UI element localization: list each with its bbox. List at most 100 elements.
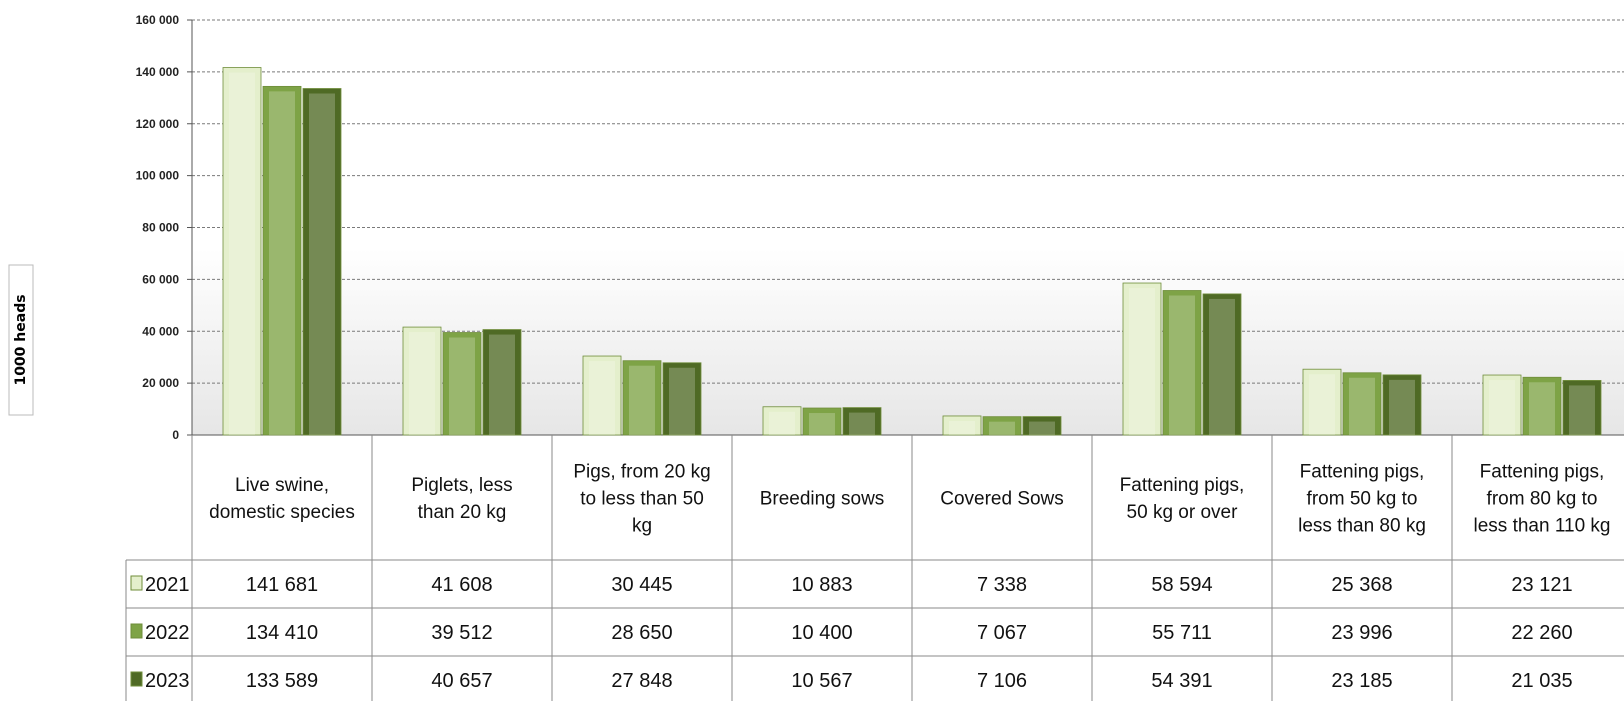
bar bbox=[662, 362, 702, 436]
bar-highlight bbox=[1489, 380, 1515, 435]
bar-highlight bbox=[1349, 377, 1375, 435]
bar bbox=[402, 326, 442, 436]
bar-body bbox=[982, 416, 1022, 436]
bar-highlight bbox=[229, 72, 255, 436]
data-label: 22 260 bbox=[1511, 622, 1572, 644]
data-label: 23 996 bbox=[1331, 622, 1392, 644]
data-label: 133 589 bbox=[246, 670, 318, 692]
bar-body bbox=[1022, 416, 1062, 436]
y-tick-label: 40 000 bbox=[142, 324, 179, 338]
data-label: 40 657 bbox=[431, 670, 492, 692]
data-label: 10 883 bbox=[791, 574, 852, 596]
data-label: 55 711 bbox=[1152, 622, 1212, 644]
legend-swatch bbox=[130, 575, 143, 591]
bar-highlight bbox=[989, 421, 1015, 435]
bar-highlight bbox=[1389, 379, 1415, 435]
bar-body bbox=[1482, 374, 1522, 436]
bar-body bbox=[442, 332, 482, 436]
bar-highlight bbox=[1129, 288, 1155, 435]
bar bbox=[1122, 282, 1162, 436]
data-label: 7 338 bbox=[977, 574, 1027, 596]
bar bbox=[1022, 416, 1062, 436]
y-tick-label: 100 000 bbox=[136, 169, 180, 183]
bar bbox=[622, 360, 662, 436]
bar-body bbox=[222, 67, 262, 436]
data-label: 7 067 bbox=[977, 622, 1027, 644]
bar-highlight bbox=[949, 420, 975, 435]
y-tick-label: 140 000 bbox=[136, 65, 180, 79]
bar-highlight bbox=[669, 367, 695, 435]
bar bbox=[262, 85, 302, 436]
bar-highlight bbox=[1569, 385, 1595, 435]
x-tick-label: Covered Sows bbox=[940, 489, 1064, 510]
legend-swatch bbox=[130, 623, 143, 639]
data-label: 10 400 bbox=[791, 622, 852, 644]
y-axis-title: 1000 heads bbox=[8, 264, 34, 416]
data-label: 41 608 bbox=[431, 574, 492, 596]
bar-body bbox=[1342, 372, 1382, 436]
data-label: 7 106 bbox=[977, 670, 1027, 692]
legend-label: 2021 bbox=[145, 574, 190, 596]
bar-body bbox=[1202, 293, 1242, 436]
bar-highlight bbox=[309, 93, 335, 435]
data-label: 134 410 bbox=[246, 622, 318, 644]
data-label: 58 594 bbox=[1151, 574, 1212, 596]
bar bbox=[802, 407, 842, 436]
data-table: Live swine, domestic species Piglets, less… bbox=[125, 435, 1624, 701]
bar-body bbox=[942, 415, 982, 436]
bar bbox=[1482, 374, 1522, 436]
bar-highlight bbox=[1529, 382, 1555, 435]
bar bbox=[1302, 368, 1342, 436]
data-label: 21 035 bbox=[1511, 670, 1572, 692]
bar-highlight bbox=[849, 412, 875, 435]
bar bbox=[1342, 372, 1382, 436]
bar-body bbox=[1162, 290, 1202, 436]
data-label: 23 185 bbox=[1331, 670, 1392, 692]
legend-label: 2023 bbox=[145, 670, 190, 692]
y-tick-label: 20 000 bbox=[142, 376, 179, 390]
y-tick-label: 160 000 bbox=[136, 13, 180, 27]
x-tick-label: Breeding sows bbox=[760, 489, 885, 510]
bar bbox=[942, 415, 982, 436]
x-tick-label: Fattening pigs, from 80 kg to less than 11… bbox=[1474, 462, 1611, 537]
bar bbox=[1162, 290, 1202, 436]
bar-body bbox=[762, 406, 802, 436]
bar-highlight bbox=[1309, 374, 1335, 435]
bar-highlight bbox=[269, 91, 295, 436]
data-label: 30 445 bbox=[611, 574, 672, 596]
bar-highlight bbox=[449, 337, 475, 435]
bar bbox=[982, 416, 1022, 436]
y-axis-label: 1000 heads bbox=[13, 294, 29, 385]
bar-highlight bbox=[769, 411, 795, 435]
bar-body bbox=[262, 85, 302, 436]
data-label: 39 512 bbox=[431, 622, 492, 644]
bar-body bbox=[582, 355, 622, 436]
bar-highlight bbox=[409, 332, 435, 435]
bar bbox=[222, 67, 262, 436]
data-label: 28 650 bbox=[611, 622, 672, 644]
gridlines bbox=[192, 19, 1624, 384]
data-label: 10 567 bbox=[791, 670, 852, 692]
bar-body bbox=[1122, 282, 1162, 436]
bar-highlight bbox=[1169, 295, 1195, 435]
y-tick-label: 120 000 bbox=[136, 117, 180, 131]
data-label: 54 391 bbox=[1151, 670, 1212, 692]
x-tick-label: Piglets, less than 20 kg bbox=[411, 475, 512, 523]
bar-body bbox=[402, 326, 442, 436]
bar-highlight bbox=[629, 365, 655, 435]
bar-body bbox=[302, 88, 342, 436]
bar-highlight bbox=[1029, 421, 1055, 435]
bar-body bbox=[1382, 374, 1422, 436]
bar-body bbox=[842, 407, 882, 436]
data-label: 141 681 bbox=[246, 574, 318, 596]
y-tick-label: 0 bbox=[172, 428, 179, 442]
bar-body bbox=[1302, 368, 1342, 436]
x-tick-label: Fattening pigs, 50 kg or over bbox=[1120, 475, 1245, 523]
bar bbox=[302, 88, 342, 436]
bar bbox=[1562, 380, 1602, 436]
y-tick-label: 80 000 bbox=[142, 221, 179, 235]
x-tick-label: Fattening pigs, from 50 kg to less than 80… bbox=[1298, 462, 1426, 537]
legend-label: 2022 bbox=[145, 622, 190, 644]
x-tick-label: Pigs, from 20 kg to less than 50 kg bbox=[573, 462, 710, 537]
bar-highlight bbox=[809, 413, 835, 435]
